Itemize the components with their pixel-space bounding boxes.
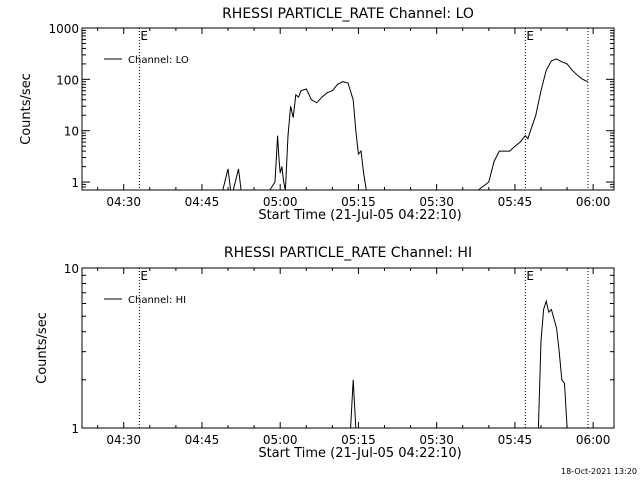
- x-tick-label: 05:00: [263, 195, 298, 209]
- x-tick-label: 05:00: [263, 433, 298, 447]
- event-marker-label: E: [140, 269, 148, 283]
- plot-title: RHESSI PARTICLE_RATE Channel: HI: [224, 245, 472, 261]
- event-marker-label: E: [526, 269, 534, 283]
- x-tick-label: 04:45: [185, 433, 220, 447]
- y-tick-label: 10: [64, 262, 79, 276]
- legend-label: Channel: HI: [128, 295, 186, 306]
- plot-title: RHESSI PARTICLE_RATE Channel: LO: [222, 6, 474, 22]
- x-tick-label: 04:45: [185, 195, 220, 209]
- footer-timestamp: 18-Oct-2021 13:20: [561, 467, 637, 476]
- y-axis-label: Counts/sec: [35, 312, 50, 384]
- lo-channel-plot: RHESSI PARTICLE_RATE Channel: LO 04:30 04:…: [19, 6, 615, 223]
- series-line: [118, 58, 589, 191]
- x-tick-label: 05:15: [341, 195, 376, 209]
- series-line: [82, 299, 570, 429]
- hi-channel-plot: RHESSI PARTICLE_RATE Channel: HI 04:30 04:…: [35, 245, 615, 461]
- plot-frame: [81, 267, 615, 429]
- x-tick-label: 05:15: [341, 433, 376, 447]
- x-tick-label: 06:00: [576, 433, 611, 447]
- x-tick-label: 05:45: [498, 433, 533, 447]
- x-tick-label: 05:30: [419, 195, 454, 209]
- x-tick-label: 04:30: [106, 433, 141, 447]
- plot-frame: [81, 27, 615, 191]
- x-tick-label: 04:30: [106, 195, 141, 209]
- x-tick-label: 05:30: [419, 433, 454, 447]
- x-axis-label: Start Time (21-Jul-05 04:22:10): [258, 208, 461, 223]
- event-marker-label: E: [140, 29, 148, 43]
- x-tick-label: 05:45: [498, 195, 533, 209]
- x-tick-label: 06:00: [576, 195, 611, 209]
- event-marker-label: E: [526, 29, 534, 43]
- x-axis-label: Start Time (21-Jul-05 04:22:10): [258, 446, 461, 461]
- legend-label: Channel: LO: [128, 55, 189, 66]
- y-tick-label: 10: [64, 125, 79, 139]
- y-tick-label: 1: [71, 422, 79, 436]
- y-tick-label: 1: [71, 176, 79, 190]
- y-tick-label: 1000: [48, 22, 79, 36]
- y-axis-label: Counts/sec: [19, 73, 34, 145]
- y-tick-label: 100: [56, 73, 79, 87]
